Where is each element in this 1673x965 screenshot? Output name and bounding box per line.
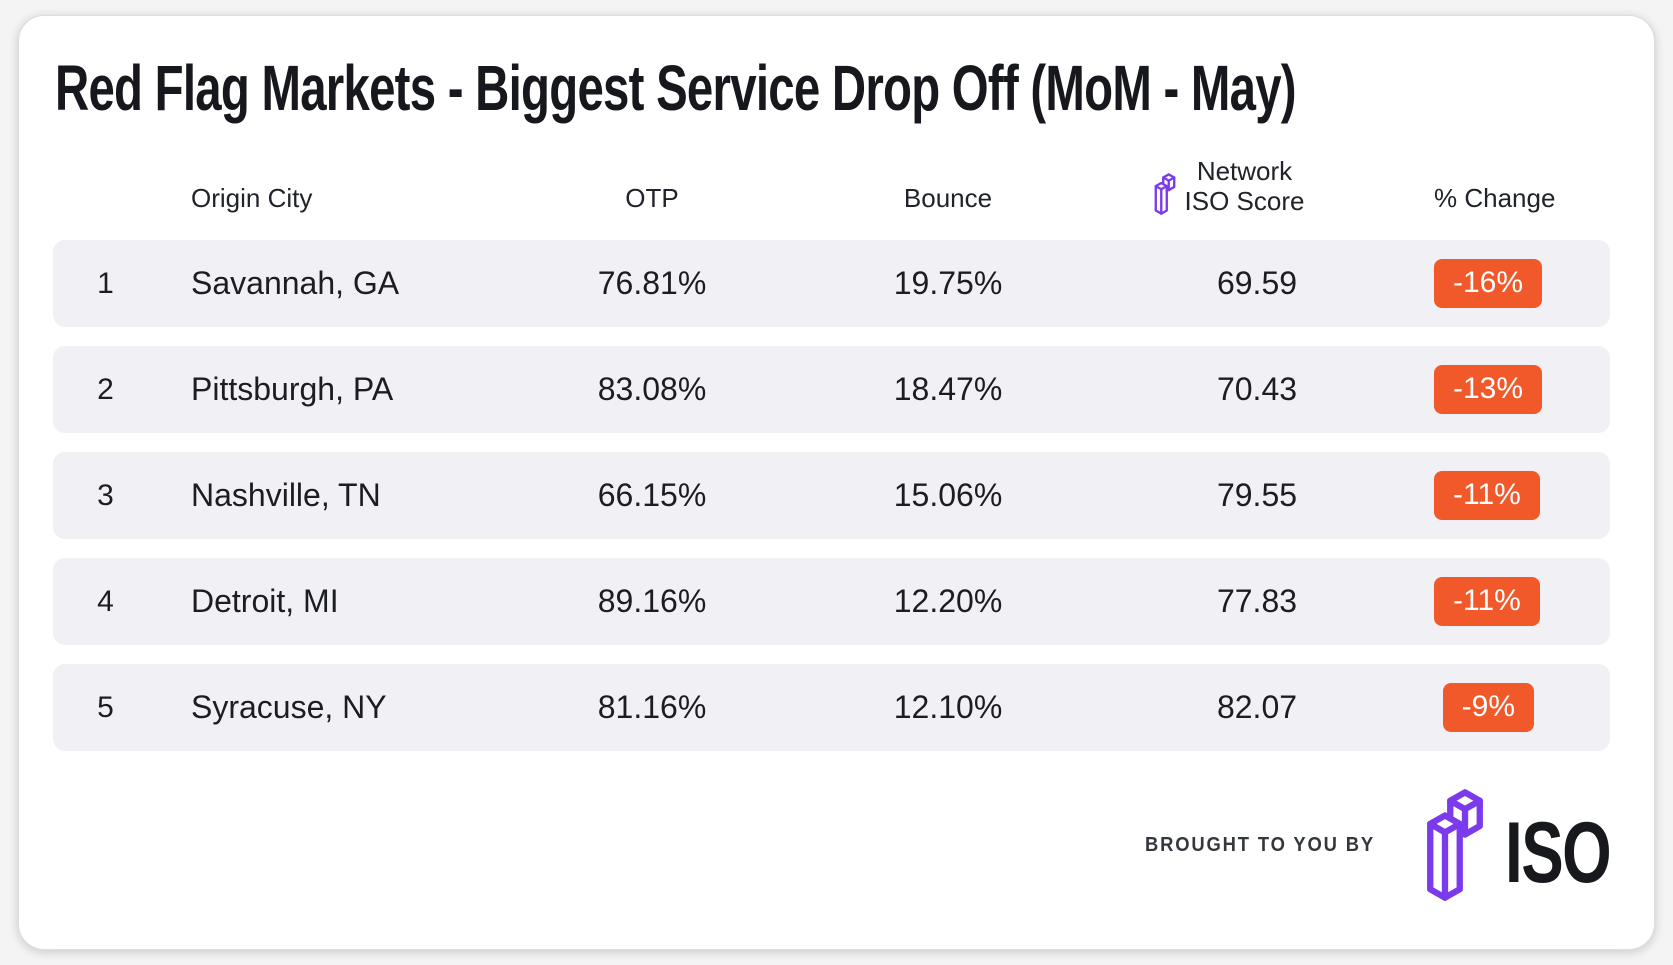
table-row: 4 Detroit, MI 89.16% 12.20% 77.83 -11% [53,558,1610,645]
pct-change-badge: -16% [1434,259,1543,308]
pct-change-badge: -9% [1442,683,1534,732]
row-rank: 3 [97,478,114,512]
row-origin-city: Syracuse, NY [191,689,387,725]
table-row: 3 Nashville, TN 66.15% 15.06% 79.55 -11% [53,452,1610,539]
iso-cubes-icon [1154,172,1176,216]
row-change-cell: -16% [1434,259,1543,308]
row-rank: 5 [97,690,114,724]
row-rank: 2 [97,372,114,406]
header-iso-line1: Network [1196,156,1293,186]
page-title: Red Flag Markets - Biggest Service Drop … [55,52,1297,124]
header-otp: OTP [625,183,679,213]
header-bounce: Bounce [903,183,993,213]
row-otp: 89.16% [597,583,707,619]
pct-change-badge: -11% [1434,577,1540,626]
header-rank [53,214,158,216]
pct-change-badge: -11% [1434,471,1540,520]
header-origin-city: Origin City [191,183,313,213]
table-row: 1 Savannah, GA 76.81% 19.75% 69.59 -16% [53,240,1610,327]
header-iso-line2: ISO Score [1184,186,1305,216]
row-otp: 76.81% [597,265,707,301]
header-network-iso-score: Network ISO Score [1052,156,1406,216]
footer: BROUGHT TO YOU BY ISO [1125,786,1647,904]
row-otp: 81.16% [597,689,707,725]
row-change-cell: -11% [1434,471,1540,520]
row-bounce: 12.20% [893,583,1003,619]
row-origin-city: Savannah, GA [191,265,400,301]
row-change-cell: -13% [1434,365,1543,414]
iso-cubes-icon [1426,786,1483,904]
table-header: Origin City OTP Bounce Network ISO Score… [53,150,1610,216]
row-bounce: 18.47% [893,371,1003,407]
header-spacer [1534,214,1610,216]
row-origin-city: Detroit, MI [191,583,339,619]
table-row: 5 Syracuse, NY 81.16% 12.10% 82.07 -9% [53,664,1610,751]
row-origin-city: Nashville, TN [191,477,381,513]
row-origin-city: Pittsburgh, PA [191,371,394,407]
row-change-cell: -9% [1434,683,1534,732]
brand-wordmark: ISO [1504,805,1612,901]
row-otp: 66.15% [597,477,707,513]
pct-change-badge: -13% [1434,365,1543,414]
row-iso-score: 77.83 [1216,583,1298,619]
row-bounce: 12.10% [893,689,1003,725]
row-iso-score: 69.59 [1216,265,1298,301]
row-change-cell: -11% [1434,577,1540,626]
row-bounce: 15.06% [893,477,1003,513]
row-otp: 83.08% [597,371,707,407]
row-iso-score: 82.07 [1216,689,1298,725]
table-row: 2 Pittsburgh, PA 83.08% 18.47% 70.43 -13… [53,346,1610,433]
header-pct-change: % Change [1434,183,1556,213]
row-rank: 4 [97,584,114,618]
row-iso-score: 70.43 [1216,371,1298,407]
row-bounce: 19.75% [893,265,1003,301]
table-body: 1 Savannah, GA 76.81% 19.75% 69.59 -16% … [53,240,1610,770]
attribution-text: BROUGHT TO YOU BY [1144,833,1375,856]
row-iso-score: 79.55 [1216,477,1298,513]
row-rank: 1 [97,266,114,300]
